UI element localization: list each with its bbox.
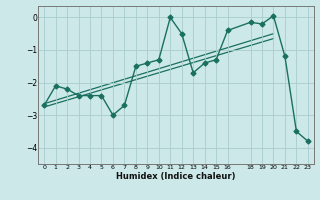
- X-axis label: Humidex (Indice chaleur): Humidex (Indice chaleur): [116, 172, 236, 181]
